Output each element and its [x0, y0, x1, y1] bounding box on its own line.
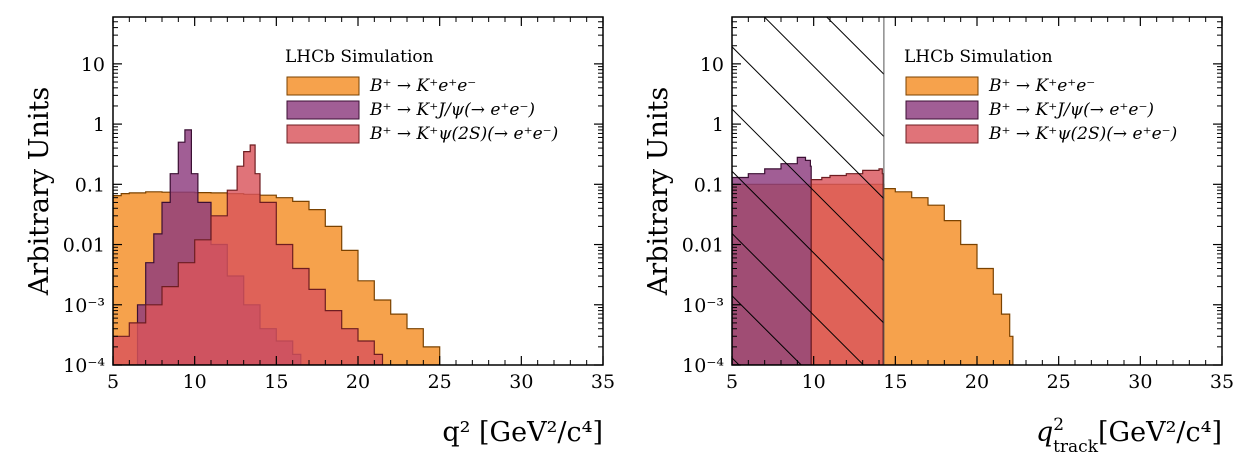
- left-x-tick-label: 30: [509, 371, 533, 393]
- left-y-tick-label: 1: [93, 114, 105, 136]
- left-panel: 5 10 15 20 25 30 35 10⁻⁴ 10⁻³ 0.01 0.1 1 10 LHCb Sim…: [24, 16, 615, 448]
- left-x-tick-label: 5: [107, 371, 119, 393]
- right-legend-label-1: B⁺ → K⁺J/ψ(→ e⁺e⁻): [988, 100, 1154, 120]
- right-y-axis-title: Arbitrary Units: [643, 87, 674, 296]
- right-y-tick-label: 0.1: [694, 174, 724, 196]
- left-y-tick-label: 10⁻³: [63, 295, 105, 317]
- right-x-axis-title-q: q: [1036, 417, 1053, 448]
- right-x-tick-label: 20: [965, 371, 989, 393]
- right-x-tick-label: 5: [726, 371, 738, 393]
- right-legend-label-2: B⁺ → K⁺ψ(2S)(→ e⁺e⁻): [988, 124, 1177, 144]
- left-x-tick-label: 20: [346, 371, 370, 393]
- left-legend-label-1: B⁺ → K⁺J/ψ(→ e⁺e⁻): [369, 100, 535, 120]
- right-y-tick-label: 10: [700, 54, 724, 76]
- left-x-axis-title: q² [GeV²/c⁴]: [442, 417, 603, 448]
- right-x-tick-label: 30: [1128, 371, 1152, 393]
- right-x-tick-label: 25: [1047, 371, 1071, 393]
- right-y-tick-label: 10⁻⁴: [682, 355, 724, 377]
- left-legend-label-2: B⁺ → K⁺ψ(2S)(→ e⁺e⁻): [369, 124, 558, 144]
- left-x-tick-label: 10: [183, 371, 207, 393]
- right-legend-swatch-0: [905, 76, 979, 96]
- left-y-tick-label: 0.01: [63, 235, 105, 257]
- left-y-tick-label: 10: [81, 54, 105, 76]
- left-legend-swatch-0: [286, 76, 360, 96]
- right-x-axis-title: q2 track[GeV²/c⁴]: [1036, 415, 1222, 457]
- right-x-axis-title-sup: 2: [1053, 415, 1064, 435]
- right-legend-title: LHCb Simulation: [904, 47, 1053, 67]
- left-legend-title: LHCb Simulation: [285, 47, 434, 67]
- right-x-tick-label: 35: [1210, 371, 1234, 393]
- left-legend-swatch-2: [286, 124, 360, 144]
- right-legend: LHCb Simulation B⁺ → K⁺e⁺e⁻ B⁺ → K⁺J/ψ(→…: [898, 44, 1208, 152]
- excluded-region-hatch: [732, 17, 884, 365]
- right-x-tick-label: 15: [883, 371, 907, 393]
- left-y-axis-title: Arbitrary Units: [24, 87, 55, 296]
- left-legend-swatch-1: [286, 100, 360, 120]
- left-x-tick-label: 15: [264, 371, 288, 393]
- right-hatch-layer: [732, 17, 885, 365]
- left-y-tick-label: 0.1: [75, 174, 105, 196]
- right-y-tick-label: 0.01: [682, 235, 724, 257]
- right-x-axis-title-sub: track: [1053, 437, 1099, 457]
- left-y-tick-label: 10⁻⁴: [63, 355, 105, 377]
- left-legend-label-0: B⁺ → K⁺e⁺e⁻: [369, 76, 476, 96]
- right-x-axis-title-units: [GeV²/c⁴]: [1098, 417, 1222, 448]
- right-plot-area: 5 10 15 20 25 30 35 10⁻⁴ 10⁻³ 0.01 0.1 1 10: [682, 16, 1234, 393]
- right-x-tick-label: 10: [802, 371, 826, 393]
- right-legend-swatch-1: [905, 100, 979, 120]
- right-ticks-layer: 5 10 15 20 25 30 35 10⁻⁴ 10⁻³ 0.01 0.1 1 10: [682, 16, 1234, 393]
- left-plot-area: 5 10 15 20 25 30 35 10⁻⁴ 10⁻³ 0.01 0.1 1 10: [63, 16, 615, 393]
- left-x-tick-label: 25: [428, 371, 452, 393]
- right-legend-label-0: B⁺ → K⁺e⁺e⁻: [988, 76, 1095, 96]
- left-series-layer: [113, 129, 441, 365]
- right-y-tick-label: 1: [712, 114, 724, 136]
- left-legend: LHCb Simulation B⁺ → K⁺e⁺e⁻ B⁺ → K⁺J/ψ(→…: [285, 47, 558, 144]
- left-x-tick-label: 35: [591, 371, 615, 393]
- right-legend-swatch-2: [905, 124, 979, 144]
- left-ticks-layer: 5 10 15 20 25 30 35 10⁻⁴ 10⁻³ 0.01 0.1 1 10: [63, 16, 615, 393]
- right-panel: 5 10 15 20 25 30 35 10⁻⁴ 10⁻³ 0.01 0.1 1 10 LHCb Sim…: [643, 16, 1234, 457]
- right-y-tick-label: 10⁻³: [682, 295, 724, 317]
- left-histogram-series-2: [113, 144, 384, 365]
